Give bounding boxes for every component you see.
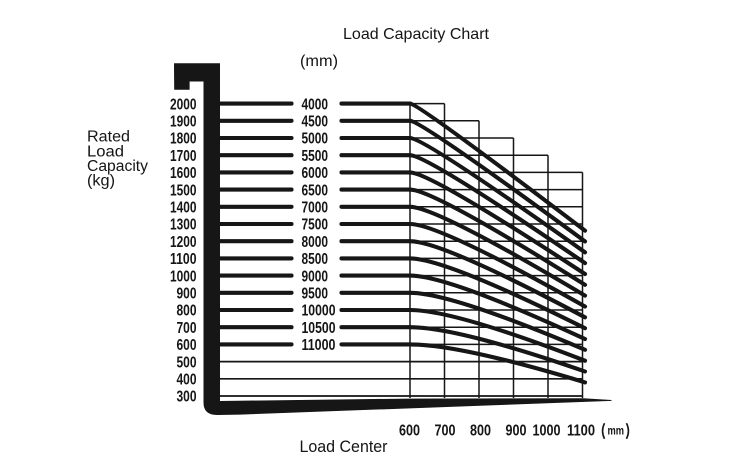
svg-text:1700: 1700 [170,148,197,165]
svg-text:300: 300 [177,389,197,406]
svg-text:mm: mm [608,426,625,438]
svg-text:1500: 1500 [170,182,197,199]
svg-text:1400: 1400 [170,200,197,217]
svg-text:(kg): (kg) [87,173,115,190]
svg-text:1800: 1800 [170,131,197,148]
svg-text:1100: 1100 [170,251,197,268]
svg-text:700: 700 [435,423,456,440]
svg-text:4500: 4500 [302,114,329,131]
svg-text:11000: 11000 [302,337,336,354]
svg-text:1600: 1600 [170,165,197,182]
svg-text:1000: 1000 [170,268,197,285]
svg-text:1200: 1200 [170,234,197,251]
svg-text:1300: 1300 [170,217,197,234]
svg-text:7500: 7500 [302,217,329,234]
svg-text:700: 700 [177,320,197,337]
svg-text:(mm): (mm) [300,53,338,70]
svg-text:10000: 10000 [302,303,336,320]
svg-text:5000: 5000 [302,131,329,148]
svg-text:Load: Load [87,144,124,161]
svg-text:600: 600 [177,337,197,354]
svg-text:5500: 5500 [302,148,329,165]
svg-text:900: 900 [506,423,527,440]
svg-text:7000: 7000 [302,200,329,217]
svg-text:6000: 6000 [302,165,329,182]
svg-text:2000: 2000 [170,96,197,113]
svg-text:600: 600 [399,423,420,440]
svg-text:9500: 9500 [302,286,329,303]
svg-text:1100: 1100 [567,423,595,440]
svg-text:Load Center: Load Center [300,437,388,456]
svg-text:Load Capacity Chart: Load Capacity Chart [343,26,490,43]
svg-text:Capacity: Capacity [87,158,148,175]
svg-text:Rated: Rated [87,129,130,146]
svg-text:800: 800 [470,423,491,440]
svg-text:800: 800 [177,303,197,320]
svg-text:900: 900 [177,286,197,303]
svg-text:500: 500 [177,354,197,371]
svg-text:9000: 9000 [302,268,329,285]
svg-text:10500: 10500 [302,320,336,337]
svg-text:4000: 4000 [302,96,329,113]
svg-text:8500: 8500 [302,251,329,268]
svg-text:6500: 6500 [302,182,329,199]
svg-text:1000: 1000 [533,423,561,440]
svg-text:400: 400 [177,372,197,389]
svg-text:1900: 1900 [170,114,197,131]
svg-text:8000: 8000 [302,234,329,251]
